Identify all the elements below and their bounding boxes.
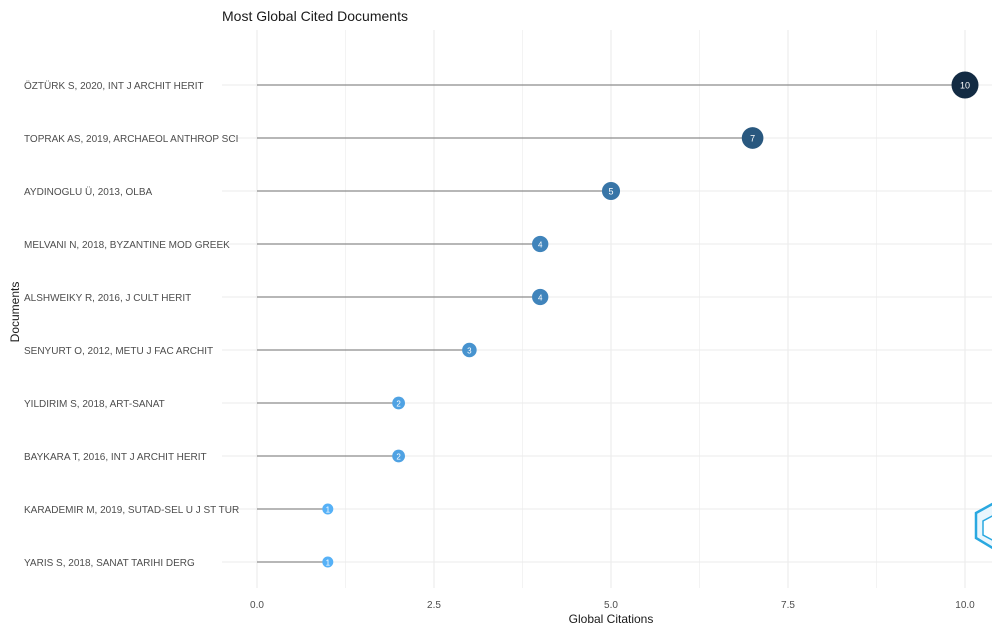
lollipop-point [951, 71, 979, 99]
y-tick-label: KARADEMIR M, 2019, SUTAD-SEL U J ST TUR [24, 505, 239, 516]
chart-title: Most Global Cited Documents [222, 8, 408, 24]
x-tick-label: 2.5 [427, 600, 441, 611]
y-tick-label: YARIS S, 2018, SANAT TARIHI DERG [24, 558, 195, 569]
point-value-label: 3 [467, 347, 472, 356]
point-value-label: 5 [608, 187, 613, 197]
y-tick-label: SENYURT O, 2012, METU J FAC ARCHIT [24, 346, 213, 357]
point-layer: 10 7 5 4 4 3 2 2 1 1 [322, 71, 979, 568]
y-tick-label: AYDINOGLU Ü, 2013, OLBA [24, 186, 153, 198]
label-layer: 0.0 2.5 5.0 7.5 10.0 ÖZTÜRK S, 2020, INT J AR… [24, 80, 975, 611]
y-axis-label: Documents [8, 282, 22, 343]
point-value-label: 4 [538, 241, 543, 250]
point-value-label: 1 [326, 506, 331, 515]
lollipop-point [392, 396, 405, 410]
y-tick-label: TOPRAK AS, 2019, ARCHAEOL ANTHROP SCI [24, 134, 238, 145]
y-tick-label: MELVANI N, 2018, BYZANTINE MOD GREEK [24, 240, 230, 251]
point-value-label: 1 [326, 559, 331, 568]
point-value-label: 2 [396, 400, 401, 409]
lollipop-point [532, 235, 549, 253]
lollipop-point [532, 288, 549, 306]
y-tick-label: ÖZTÜRK S, 2020, INT J ARCHIT HERIT [24, 80, 204, 92]
y-tick-label: YILDIRIM S, 2018, ART-SANAT [24, 399, 165, 410]
lollipop-point [601, 181, 621, 201]
x-axis-label: Global Citations [569, 612, 654, 626]
lollipop-point [462, 342, 477, 358]
y-tick-label: BAYKARA T, 2016, INT J ARCHIT HERIT [24, 452, 207, 463]
x-tick-label: 10.0 [955, 600, 975, 611]
point-value-label: 10 [960, 81, 970, 91]
logo-icon [974, 502, 992, 550]
lollipop-point [392, 449, 405, 463]
point-value-label: 7 [750, 134, 755, 144]
x-tick-label: 7.5 [781, 600, 795, 611]
stem-layer [257, 84, 965, 563]
lollipop-point [741, 127, 764, 149]
x-tick-label: 5.0 [604, 600, 618, 611]
x-tick-label: 0.0 [250, 600, 264, 611]
point-value-label: 4 [538, 294, 543, 303]
lollipop-point [322, 503, 334, 515]
y-tick-label: ALSHWEIKY R, 2016, J CULT HERIT [24, 293, 191, 304]
grid-layer [222, 30, 992, 588]
point-value-label: 2 [396, 453, 401, 462]
lollipop-point [322, 556, 334, 568]
